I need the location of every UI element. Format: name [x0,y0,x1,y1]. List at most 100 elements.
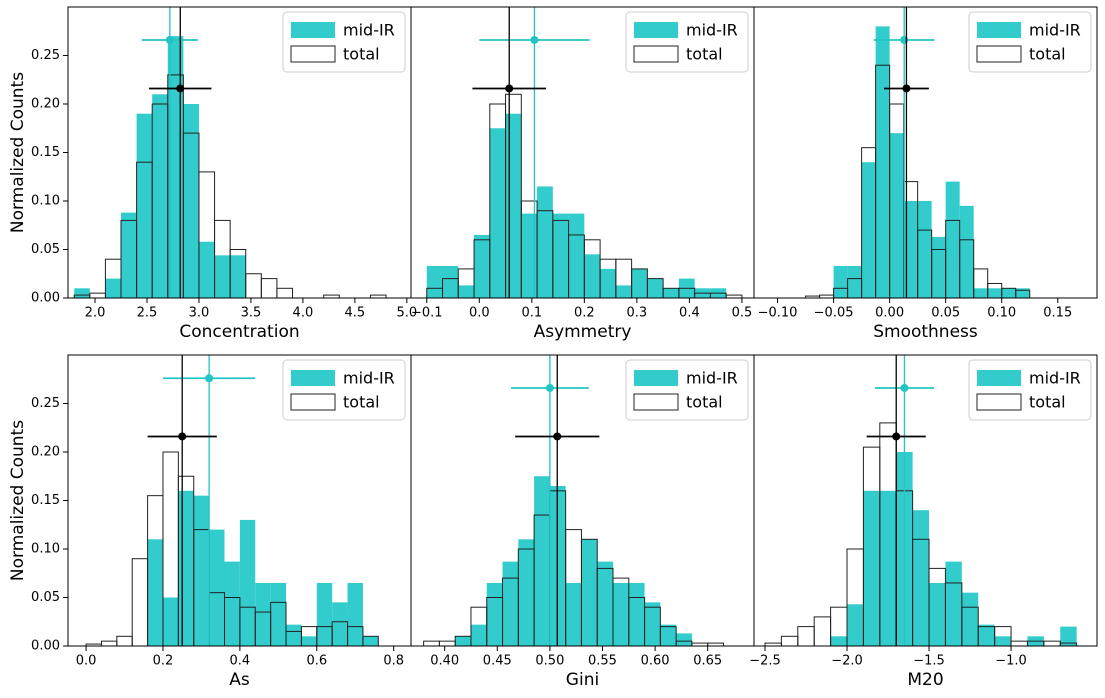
x-tick-label: −2.0 [831,654,863,669]
legend-label: total [343,45,380,64]
hist-bar [105,278,122,298]
x-tick-label: −0.05 [814,306,854,321]
legend-swatch [290,45,336,63]
hist-bar [301,636,317,646]
hist-step [116,635,133,647]
hist-bar [74,288,90,298]
x-tick-label: −2.5 [749,654,781,669]
x-tick-label: 0.15 [1043,306,1072,321]
hist-step [260,278,278,299]
legend-swatch [634,370,678,386]
hist-step [797,626,815,647]
legend-swatch [977,22,1021,38]
hist-bar [584,254,601,298]
hist-bar [903,201,918,298]
x-tick-label: 0.3 [627,306,648,321]
x-tick-label: 0.0 [469,306,490,321]
x-tick-label: 0.2 [153,654,174,669]
hist-bar [861,162,876,298]
y-tick-label: 0.00 [31,639,60,654]
hist-bar [1001,288,1016,298]
legend-swatch [634,22,678,38]
y-tick-label: 0.10 [31,542,60,557]
hist-bar [613,582,629,646]
x-axis-label: Concentration [179,322,299,342]
x-tick-label: 0.8 [383,654,404,669]
legend-swatch [976,393,1022,411]
hist-bar [255,582,271,646]
hist-bar [178,490,194,646]
hist-bar [224,561,240,646]
x-tick-label: 0.4 [230,654,251,669]
hist-bar [833,265,848,298]
hist-bar [502,561,519,646]
hist-step [100,640,118,647]
hist-bar [628,582,645,646]
hist-bar [1060,626,1077,646]
hist-bar [1015,288,1030,298]
x-axis-label: Smoothness [873,322,978,342]
hist-step [780,635,799,647]
x-tick-label: 0.00 [875,306,904,321]
legend-swatch [977,370,1021,386]
hist-bar [214,255,231,298]
hist-step [89,292,106,299]
legend-swatch [291,370,335,386]
hist-bar [455,636,471,646]
hist-bar [505,113,522,298]
legend-label: total [343,393,380,412]
legend-label: mid-IR [343,369,395,388]
y-tick-label: 0.05 [31,242,60,257]
x-tick-label: 2.0 [85,306,106,321]
legend-label: mid-IR [686,369,738,388]
x-tick-label: −0.1 [411,306,443,321]
legend-label: total [1029,393,1066,412]
hist-bar [647,278,664,298]
legend-label: total [686,393,723,412]
y-tick-label: 0.10 [31,194,60,209]
hist-bar [426,265,443,298]
hist-bar [863,490,880,646]
mean-point [892,432,901,441]
hist-bar [830,636,848,646]
y-tick-label: 0.15 [31,145,60,160]
x-tick-label: 4.0 [293,306,314,321]
legend-label: mid-IR [1029,21,1081,40]
x-axis-label: Asymmetry [534,322,632,342]
hist-bar [521,213,538,298]
hist-step [813,616,832,647]
hist-bar [847,604,864,646]
hist-bar [286,624,302,646]
hist-bar [931,236,946,298]
mean-point [176,84,185,93]
y-tick-label: 0.00 [31,291,60,306]
hist-bar [847,265,862,298]
hist-bar [660,624,677,646]
hist-bar [987,288,1002,298]
hist-bar [332,602,348,646]
hist-bar [442,265,459,298]
hist-step [276,287,294,299]
legend-swatch [633,393,679,411]
hist-step [131,558,149,647]
hist-bar [644,602,661,646]
x-tick-label: 4.5 [345,306,366,321]
hist-bar [879,490,897,646]
legend-swatch [290,393,336,411]
hist-bar [676,633,692,646]
hist-bar [875,26,890,299]
legend-label: mid-IR [343,21,395,40]
y-tick-label: 0.25 [31,48,60,63]
hist-bar [663,288,679,298]
hist-bar [458,285,475,298]
hist-bar [316,582,333,646]
y-tick-label: 0.20 [31,445,60,460]
x-tick-label: 0.60 [641,654,670,669]
mean-point [553,432,562,441]
hist-bar [631,268,648,298]
hist-bar [183,104,199,298]
x-axis-label: As [229,670,250,690]
x-tick-label: 0.4 [679,306,700,321]
hist-bar [152,94,168,298]
x-axis-label: Gini [566,670,599,690]
